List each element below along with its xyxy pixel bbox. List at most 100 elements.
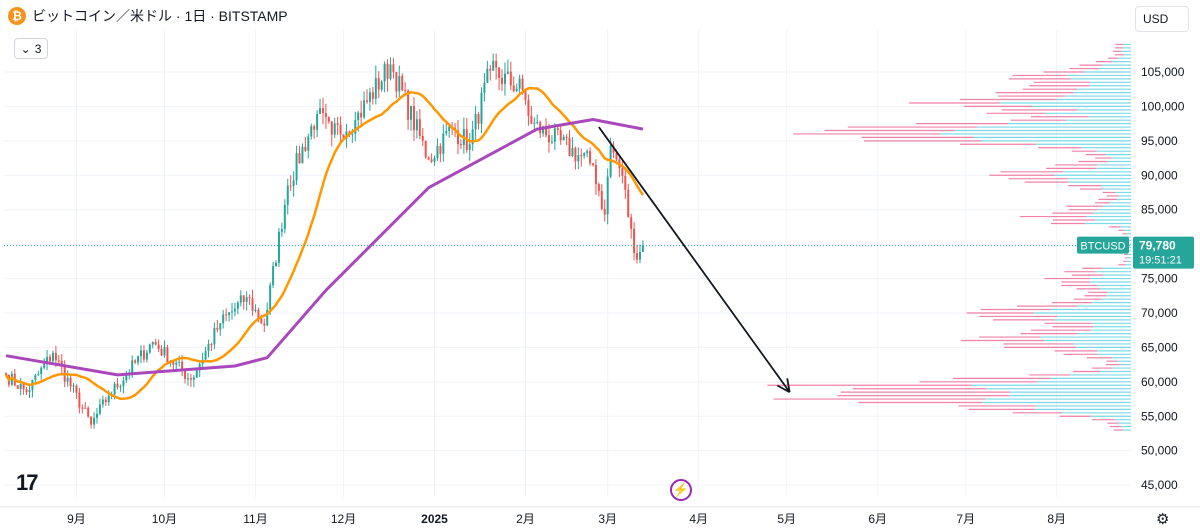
indicator-toggle-button[interactable]: ⌄ 3	[14, 38, 48, 59]
candle-body	[210, 344, 213, 346]
candle	[333, 117, 336, 138]
candle-body	[433, 158, 436, 162]
candle-body	[131, 360, 134, 374]
candle	[313, 124, 316, 139]
candle-body	[530, 115, 533, 124]
candle-body	[638, 251, 641, 260]
candle-body	[195, 370, 198, 378]
candle	[380, 80, 383, 92]
candle-body	[606, 176, 609, 215]
candle	[627, 183, 630, 218]
candle-body	[19, 383, 22, 389]
candle	[122, 376, 125, 394]
candle-body	[148, 344, 151, 353]
candle	[230, 302, 233, 320]
candle	[292, 171, 295, 197]
candle	[612, 141, 615, 158]
candle-body	[641, 245, 644, 252]
candle-body	[213, 328, 216, 345]
candle	[492, 53, 495, 72]
candle	[60, 354, 63, 373]
candle	[236, 300, 239, 315]
candle-body	[266, 309, 269, 326]
candle-body	[219, 323, 222, 330]
candle-body	[371, 92, 374, 99]
candle	[98, 398, 101, 416]
candle	[134, 359, 137, 365]
candle-body	[636, 253, 639, 260]
candle-body	[263, 323, 266, 326]
candle	[327, 116, 330, 124]
lightning-icon[interactable]: ⚡	[670, 479, 692, 501]
candle-body	[553, 128, 556, 142]
candle-body	[615, 152, 618, 160]
candle	[163, 340, 166, 358]
candle-body	[251, 298, 254, 311]
candle-body	[574, 147, 577, 162]
candle	[633, 222, 636, 261]
candle-body	[386, 63, 389, 79]
currency-selector[interactable]: USD	[1135, 6, 1189, 32]
candle	[13, 368, 16, 387]
price-tag-countdown: 19:51:21	[1139, 255, 1182, 267]
candle-body	[93, 417, 96, 425]
ma-slow-line	[5, 118, 644, 377]
symbol-tag-label: BTCUSD	[1080, 241, 1125, 253]
symbol-header[interactable]: ₿ ビットコイン／米ドル · 1日 · BITSTAMP	[8, 6, 288, 26]
candle-body	[154, 341, 157, 345]
candle	[392, 58, 395, 79]
candle	[307, 133, 310, 159]
time-tick-label: 2025	[421, 512, 448, 526]
candle	[480, 87, 483, 134]
candle	[536, 114, 539, 125]
candle	[427, 156, 430, 161]
candle-body	[412, 106, 415, 131]
price-tick-label: 95,000	[1141, 134, 1178, 148]
candle-body	[630, 217, 633, 229]
candle-body	[486, 68, 489, 83]
candle-body	[275, 262, 278, 267]
candle	[471, 120, 474, 151]
candle-body	[230, 311, 233, 313]
candle	[286, 178, 289, 215]
candle-body	[113, 383, 116, 395]
candle-body	[430, 159, 433, 162]
candle-body	[442, 133, 445, 154]
candle	[498, 67, 501, 91]
candle	[239, 290, 242, 307]
candle	[189, 373, 192, 387]
candle-body	[66, 377, 69, 382]
candle-body	[236, 302, 239, 309]
candle	[283, 199, 286, 234]
candle-body	[43, 363, 46, 368]
candle	[410, 105, 413, 131]
time-tick-label: 12月	[331, 512, 356, 526]
candle	[116, 377, 119, 390]
candle-body	[49, 356, 52, 362]
candle	[366, 89, 369, 104]
candle-body	[524, 89, 527, 100]
time-tick-label: 6月	[868, 512, 887, 526]
candle-body	[418, 119, 421, 137]
candle	[509, 61, 512, 91]
candle	[186, 372, 189, 386]
candle	[597, 182, 600, 197]
candle-body	[550, 141, 553, 143]
candle	[565, 134, 568, 146]
candle-body	[333, 123, 336, 135]
candle-body	[310, 126, 313, 137]
candle	[95, 407, 98, 424]
candle-body	[571, 147, 574, 156]
candle-body	[471, 129, 474, 145]
candle-body	[603, 209, 606, 215]
gear-icon[interactable]: ⚙	[1156, 511, 1170, 528]
symbol-tag-bg	[1077, 236, 1129, 254]
candle-body	[556, 128, 559, 131]
candle	[298, 145, 301, 164]
candle	[462, 117, 465, 154]
candle	[407, 89, 410, 130]
candle	[383, 61, 386, 93]
time-tick-label: 2月	[516, 512, 535, 526]
candle	[624, 166, 627, 200]
